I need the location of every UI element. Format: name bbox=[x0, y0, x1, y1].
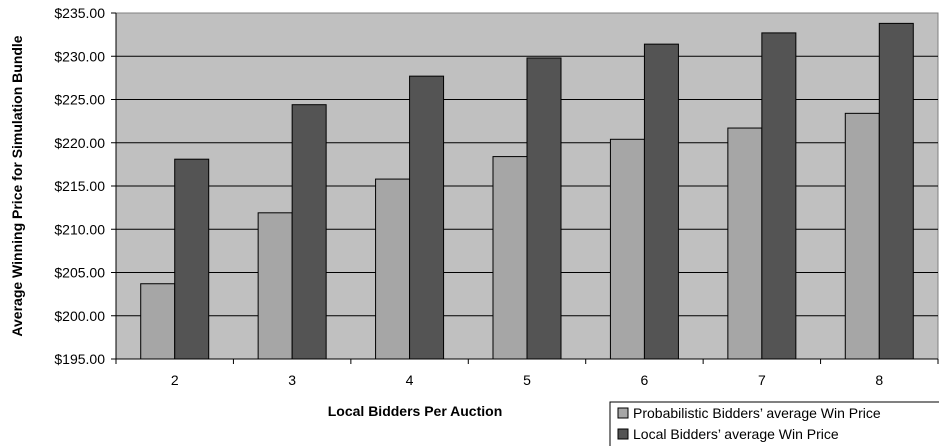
y-tick-label: $220.00 bbox=[54, 135, 105, 151]
bar-probabilistic-6 bbox=[609, 138, 645, 360]
y-tick-label: $215.00 bbox=[54, 178, 105, 194]
bar-probabilistic-5 bbox=[492, 156, 528, 360]
legend-swatch-probabilistic bbox=[617, 407, 629, 419]
y-tick-label: $210.00 bbox=[54, 221, 105, 237]
y-tick-label: $205.00 bbox=[54, 265, 105, 281]
bar-local-4 bbox=[409, 75, 445, 360]
bars bbox=[140, 22, 914, 360]
bar-local-6 bbox=[643, 43, 679, 360]
bar-local-5 bbox=[526, 57, 562, 360]
bar-probabilistic-2 bbox=[140, 283, 176, 360]
x-axis-title: Local Bidders Per Auction bbox=[328, 403, 503, 419]
bar-probabilistic-3 bbox=[257, 212, 293, 360]
x-tick-label: 8 bbox=[875, 372, 883, 388]
y-axis-title: Average Winning Price for Simulation Bun… bbox=[9, 35, 25, 336]
bar-local-3 bbox=[291, 104, 327, 360]
x-tick-label: 4 bbox=[406, 372, 414, 388]
legend-label-local: Local Bidders’ average Win Price bbox=[633, 426, 839, 442]
bar-probabilistic-7 bbox=[727, 127, 763, 360]
y-tick-label: $200.00 bbox=[54, 308, 105, 324]
y-tick-label: $230.00 bbox=[54, 48, 105, 64]
axes bbox=[111, 12, 939, 364]
x-tick-label: 6 bbox=[641, 372, 649, 388]
bar-local-2 bbox=[174, 158, 210, 360]
legend: Probabilistic Bidders’ average Win Price… bbox=[609, 401, 939, 446]
legend-box bbox=[609, 401, 939, 446]
x-tick-label: 3 bbox=[288, 372, 296, 388]
legend-label-probabilistic: Probabilistic Bidders’ average Win Price bbox=[633, 405, 881, 421]
y-tick-label: $235.00 bbox=[54, 5, 105, 21]
legend-swatch-local bbox=[617, 428, 629, 440]
bar-probabilistic-8 bbox=[844, 112, 880, 360]
bar-local-7 bbox=[761, 32, 797, 360]
y-tick-label: $195.00 bbox=[54, 351, 105, 367]
x-tick-label: 5 bbox=[523, 372, 531, 388]
x-tick-label: 7 bbox=[758, 372, 766, 388]
y-tick-label: $225.00 bbox=[54, 92, 105, 108]
bar-local-8 bbox=[878, 22, 914, 360]
bar-probabilistic-4 bbox=[375, 178, 411, 360]
x-tick-label: 2 bbox=[171, 372, 179, 388]
y-tick-labels: $195.00 $200.00 $205.00 $210.00 $215.00 $220.… bbox=[54, 5, 105, 367]
x-tick-labels: 2 3 4 5 6 7 8 bbox=[171, 372, 884, 388]
